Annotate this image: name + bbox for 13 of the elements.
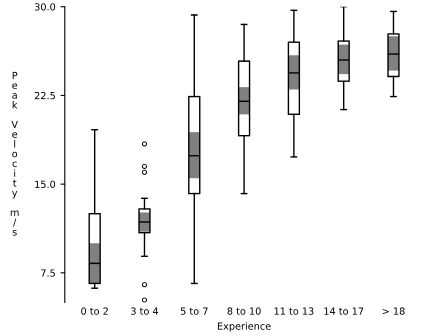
y-tick-label: 7.5 [41,269,55,277]
x-tick-label: 5 to 7 [180,308,208,315]
x-tick-label: 8 to 10 [227,307,261,315]
text: Peak Velocity m/s [10,72,19,236]
y-tick-label: 15.0 [35,180,56,188]
x-tick-label: > 18 [382,307,405,315]
x-tick-label: 11 to 13 [274,307,314,315]
y-tick-label: 30.0 [34,3,56,11]
y-tick-label: 22.5 [34,92,55,100]
x-tick-label: 0 to 2 [81,307,108,315]
x-tick-label: 14 to 17 [324,308,364,315]
x-tick-label: 3 to 4 [131,307,158,315]
x-axis-title: Experience [218,322,271,332]
